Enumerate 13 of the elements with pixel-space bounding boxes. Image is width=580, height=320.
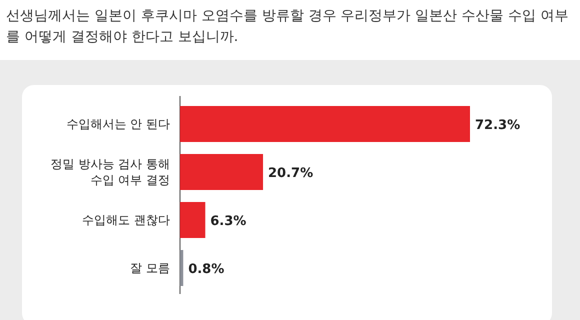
chart-title: 선생님께서는 일본이 후쿠시마 오염수를 방류할 경우 우리정부가 일본산 수산물 수입 여부를 어떻게 결정해야 한다고 보십니까. bbox=[6, 7, 570, 47]
y-tick-label: 잘 모름 bbox=[130, 261, 170, 275]
y-tick-label: 수입해서는 안 된다 bbox=[66, 117, 170, 131]
data-label: 20.7% bbox=[268, 166, 314, 181]
bar bbox=[180, 250, 184, 286]
data-label: 6.3% bbox=[210, 214, 246, 229]
y-tick-label: 수입해도 괜찮다 bbox=[82, 213, 170, 227]
bar bbox=[180, 154, 264, 190]
y-tick-label: 정밀 방사능 검사 통해 수입 여부 결정 bbox=[50, 157, 170, 187]
bar bbox=[180, 202, 206, 238]
bar bbox=[180, 106, 470, 142]
data-label: 0.8% bbox=[188, 262, 224, 277]
data-label: 72.3% bbox=[475, 118, 520, 133]
